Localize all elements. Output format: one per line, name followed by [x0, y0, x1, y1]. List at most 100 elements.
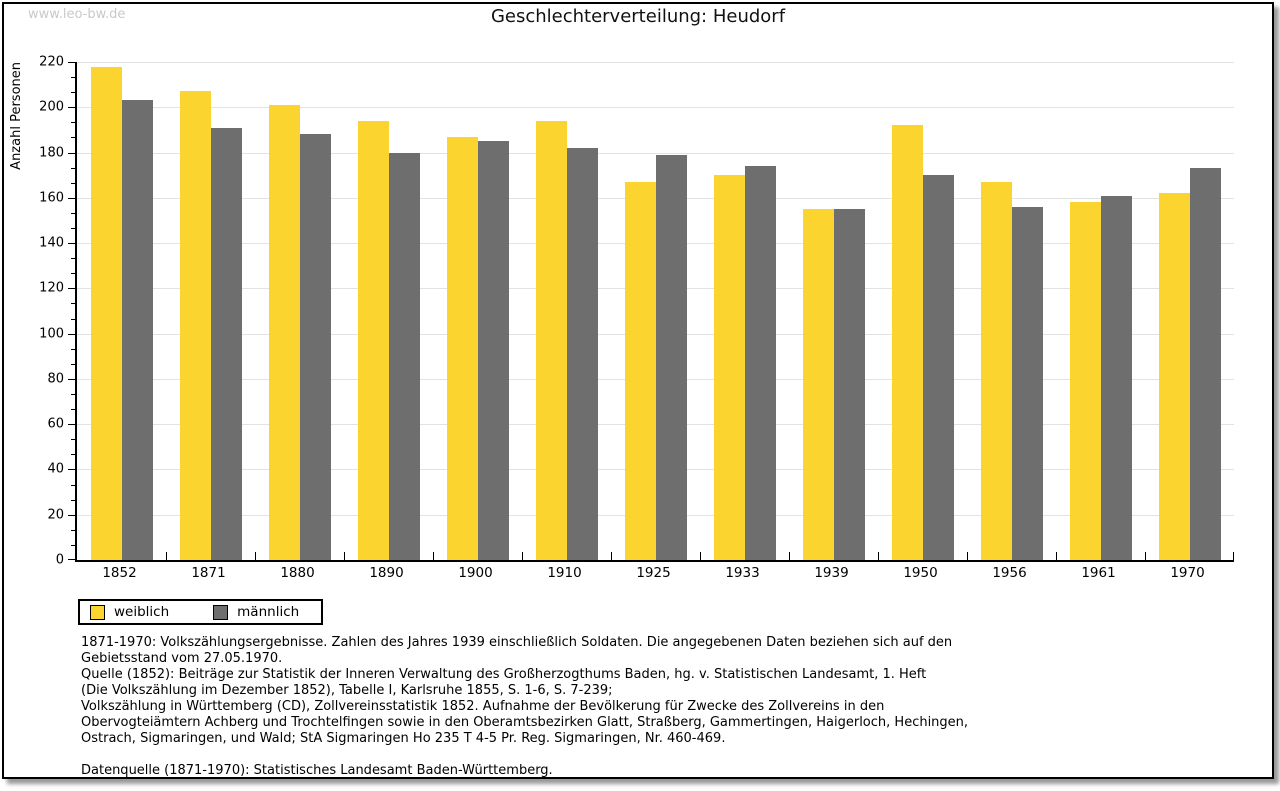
bar-maennlich-1970	[1189, 168, 1221, 560]
y-axis-title: Anzahl Personen	[9, 62, 24, 170]
bar-weiblich-1970	[1158, 193, 1190, 560]
x-label-1925: 1925	[636, 565, 671, 581]
y-minor-tick	[71, 258, 75, 260]
bar-maennlich-1900	[477, 141, 509, 560]
bar-group-1871	[166, 62, 255, 560]
x-boundary-tick	[344, 552, 345, 560]
y-minor-tick	[71, 273, 75, 275]
x-label-1939: 1939	[814, 565, 849, 581]
bar-weiblich-1956	[980, 181, 1012, 560]
chart-frame: www.leo-bw.de Geschlechterverteilung: He…	[2, 2, 1274, 779]
y-tick-label-0: 0	[55, 552, 64, 568]
y-minor-tick	[71, 77, 75, 79]
y-minor-tick	[71, 394, 75, 395]
footer-line: Ostrach, Sigmaringen, und Wald; StA Sigm…	[81, 731, 726, 746]
y-tick-20	[68, 514, 75, 516]
y-tick-label-60: 60	[47, 416, 64, 432]
x-boundary-tick	[522, 552, 523, 560]
y-minor-tick	[71, 137, 75, 139]
bar-maennlich-1961	[1100, 195, 1132, 560]
gridline-220	[77, 62, 1234, 63]
y-minor-tick	[71, 182, 75, 184]
y-tick-200	[68, 107, 75, 109]
x-label-1871: 1871	[191, 565, 226, 581]
footer-line: Volkszählung in Württemberg (CD), Zollve…	[81, 699, 885, 714]
bar-group-1933	[700, 62, 789, 560]
bar-maennlich-1852	[121, 100, 153, 560]
x-label-1880: 1880	[280, 565, 315, 581]
legend-item-weiblich: weiblich	[90, 604, 169, 620]
watermark-text: www.leo-bw.de	[28, 7, 126, 22]
x-axis-labels: 1852 1871 1880 1890 1900 1910 1925 1933 1939 1950…	[75, 565, 1232, 581]
bar-maennlich-1910	[566, 148, 598, 560]
legend-swatch-maennlich	[213, 604, 229, 620]
bar-maennlich-1871	[210, 127, 242, 560]
x-boundary-tick	[967, 552, 968, 560]
bar-group-1880	[255, 62, 344, 560]
bar-maennlich-1890	[388, 152, 420, 560]
footer-line: Obervogteiämtern Achberg und Trochtelfin…	[81, 715, 969, 730]
y-tick-label-220: 220	[39, 54, 64, 70]
y-tick-0	[68, 559, 75, 560]
x-boundary-tick	[878, 552, 879, 560]
y-minor-tick	[71, 167, 75, 169]
bar-maennlich-1956	[1011, 206, 1043, 560]
bar-weiblich-1950	[891, 125, 923, 560]
y-minor-tick	[71, 122, 75, 124]
x-label-1933: 1933	[725, 565, 760, 581]
legend-box: weiblich männlich	[78, 599, 324, 625]
y-tick-label-40: 40	[47, 461, 64, 477]
y-tick-100	[68, 333, 75, 335]
y-tick-label-80: 80	[47, 371, 64, 387]
bar-group-1852	[77, 62, 166, 560]
x-label-1956: 1956	[992, 565, 1027, 581]
bar-maennlich-1939	[833, 209, 865, 560]
gridline-200	[77, 107, 1234, 109]
legend-label: weiblich	[114, 604, 170, 620]
x-boundary-tick	[1233, 552, 1234, 560]
bar-group-1956	[967, 62, 1056, 560]
footer-line: Datenquelle (1871-1970): Statistisches L…	[81, 763, 553, 778]
x-label-1852: 1852	[102, 565, 137, 581]
y-minor-tick	[71, 454, 75, 456]
bar-group-1950	[878, 62, 967, 560]
x-label-1900: 1900	[458, 565, 493, 581]
y-tick-180	[68, 152, 75, 154]
y-minor-tick	[71, 409, 75, 411]
bar-group-1925	[611, 62, 700, 560]
x-boundary-tick	[1056, 552, 1057, 560]
legend-swatch-weiblich	[90, 604, 105, 620]
bar-maennlich-1880	[299, 134, 331, 560]
bar-weiblich-1933	[713, 175, 745, 560]
footer-line: (Die Volkszählung im Dezember 1852), Tab…	[81, 683, 613, 698]
bar-weiblich-1910	[535, 120, 567, 560]
y-minor-tick	[71, 92, 75, 94]
y-minor-tick	[71, 303, 75, 305]
y-minor-tick	[71, 529, 75, 531]
y-tick-140	[68, 243, 75, 245]
x-boundary-tick	[166, 552, 167, 560]
footer-line: Gebietsstand vom 27.05.1970.	[81, 651, 283, 666]
y-tick-label-160: 160	[39, 190, 64, 206]
x-boundary-tick	[1145, 552, 1146, 560]
footer-notes: 1871-1970: Volkszählungsergebnisse. Zahl…	[81, 635, 968, 779]
legend-item-maennlich: männlich	[213, 604, 299, 620]
bar-group-1970	[1145, 62, 1234, 560]
gridline-180	[77, 152, 1234, 154]
y-tick-160	[68, 197, 75, 199]
bar-weiblich-1961	[1069, 202, 1101, 560]
bar-group-1890	[344, 62, 433, 560]
x-label-1890: 1890	[369, 565, 404, 581]
y-minor-tick	[71, 544, 75, 546]
bar-weiblich-1925	[624, 181, 656, 560]
bar-weiblich-1871	[179, 91, 211, 560]
y-minor-tick	[71, 484, 75, 486]
footer-line: Quelle (1852): Beiträge zur Statistik de…	[81, 667, 927, 682]
y-tick-40	[68, 469, 75, 471]
bar-group-1910	[522, 62, 611, 560]
bar-group-1961	[1056, 62, 1145, 560]
y-tick-label-200: 200	[39, 99, 64, 115]
bar-maennlich-1933	[744, 166, 776, 560]
y-tick-80	[68, 378, 75, 380]
chart-title: Geschlechterverteilung: Heudorf	[490, 6, 786, 27]
